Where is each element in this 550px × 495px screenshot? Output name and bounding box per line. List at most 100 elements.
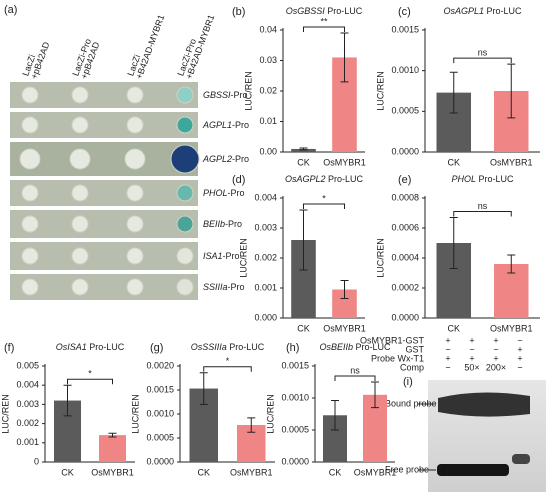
colony <box>124 148 146 170</box>
x-tick-label: OsMYBR1 <box>91 467 134 477</box>
bound-band <box>438 392 530 417</box>
significance-label: * <box>226 356 230 366</box>
bar <box>99 435 126 462</box>
significance-label: * <box>322 193 326 203</box>
chart-title-text: Pro-LUC <box>479 174 515 184</box>
emsa-sign: + <box>445 335 450 345</box>
emsa-sign: + <box>493 353 498 363</box>
x-tick-label: CK <box>297 157 310 167</box>
error-bar <box>247 417 256 433</box>
colony <box>21 86 39 104</box>
emsa-sign: + <box>445 353 450 363</box>
colony <box>19 148 41 170</box>
y-tick-label: 0.02 <box>259 85 277 95</box>
significance-label: ns <box>478 48 488 58</box>
y-tick-label: 0.03 <box>259 55 277 65</box>
row-label: AGPL1-Pro <box>202 120 249 130</box>
y-axis-label: LUC/REN <box>0 394 10 434</box>
chart-title-text: Pro-LUC <box>487 6 523 16</box>
chart-title-text: Pro-LUC <box>328 174 364 184</box>
emsa-sign: + <box>493 335 498 345</box>
row-label-gene: SSIIIa <box>203 282 228 292</box>
row-label-gene: AGPL1 <box>202 120 232 130</box>
significance-bracket <box>334 375 376 381</box>
y-tick-label: 0.004 <box>254 192 277 202</box>
y-tick-label: 0.0005 <box>281 424 309 434</box>
y-tick-label: 0.04 <box>259 24 277 34</box>
column-label: LacZi-Pro+pB42AD <box>71 37 102 80</box>
panel-label: (f) <box>4 342 14 354</box>
row-label-text: -Pro <box>225 219 242 229</box>
chart-title-gene: OsBEIIb <box>319 342 353 352</box>
emsa-sign: + <box>517 344 522 354</box>
y-axis-label: LUC/REN <box>375 238 385 278</box>
free-band <box>512 454 530 464</box>
colony <box>176 215 194 233</box>
colony <box>71 278 89 296</box>
x-tick-label: CK <box>447 157 460 167</box>
x-tick-label: CK <box>197 467 210 477</box>
row-label-gene: PHOL <box>203 188 228 198</box>
column-label: LacZi-Pro+B42AD-MYBR1 <box>176 10 217 80</box>
row-label-gene: ISA1 <box>203 251 223 261</box>
significance-bracket <box>303 203 345 209</box>
row-label: SSIIIa-Pro <box>203 282 245 292</box>
y-axis-label: LUC/REN <box>265 394 275 434</box>
x-tick-label: CK <box>329 467 342 477</box>
x-tick-label: OsMYBR1 <box>490 323 533 333</box>
y-tick-label: 0.003 <box>254 222 277 232</box>
colony <box>21 215 39 233</box>
emsa-sign: − <box>517 335 522 345</box>
y-tick-label: 0.0005 <box>146 432 174 442</box>
y-tick-label: 0.0010 <box>146 408 174 418</box>
emsa-sign: − <box>469 344 474 354</box>
colony <box>71 116 89 134</box>
significance-bracket <box>203 366 252 372</box>
y-tick-label: 0.0008 <box>391 192 419 202</box>
plate-strip <box>10 210 198 238</box>
significance-label: ** <box>320 16 328 26</box>
y-axis-label: LUC/REN <box>238 238 248 278</box>
y-tick-label: 0.0015 <box>281 360 309 370</box>
panel-label: (a) <box>4 4 17 16</box>
chart-title: OsISA1 Pro-LUC <box>56 342 125 352</box>
y-tick-label: 0.0000 <box>146 456 174 466</box>
chart-title: OsAGPL1 Pro-LUC <box>443 6 522 16</box>
significance-label: ns <box>478 201 488 211</box>
x-tick-label: OsMYBR1 <box>354 467 397 477</box>
y-tick-label: 0.0015 <box>391 24 419 34</box>
panel-label: (g) <box>150 342 163 354</box>
colony <box>176 116 194 134</box>
y-tick-label: 0.001 <box>254 282 277 292</box>
significance-bracket <box>453 211 512 217</box>
y-tick-label: 0.002 <box>254 252 277 262</box>
y-tick-label: 0.0004 <box>391 252 419 262</box>
panel-label: (i) <box>403 376 413 388</box>
colony <box>126 278 144 296</box>
plate-strip <box>10 274 198 300</box>
y-tick-label: 0.000 <box>254 312 277 322</box>
error-bar <box>63 384 72 417</box>
emsa-row-label: Probe Wx-T1 <box>371 353 424 363</box>
colony <box>21 278 39 296</box>
y-tick-label: 0.003 <box>16 399 39 409</box>
emsa-sign: 200× <box>486 362 506 372</box>
y-tick-label: 0.004 <box>16 380 39 390</box>
significance-bracket <box>303 26 345 33</box>
row-label: GBSSI-Pro <box>203 90 248 100</box>
significance-bracket <box>453 57 512 64</box>
colony <box>170 144 200 174</box>
chart-title: OsSSIIIa Pro-LUC <box>191 342 265 352</box>
panel-label: (d) <box>232 174 245 186</box>
row-label: ISA1-Pro <box>203 251 240 261</box>
colony <box>126 247 144 265</box>
emsa-sign: − <box>445 344 450 354</box>
panel-label: (c) <box>398 6 411 18</box>
error-bar <box>371 381 379 409</box>
x-tick-label: OsMYBR1 <box>490 157 533 167</box>
row-label-text: -Pro <box>228 282 245 292</box>
emsa-row-label: Comp <box>400 362 424 372</box>
y-axis-label: LUC/REN <box>375 71 385 111</box>
error-bar <box>299 209 308 271</box>
emsa-row-label: OsMYBR1-GST <box>360 335 425 345</box>
